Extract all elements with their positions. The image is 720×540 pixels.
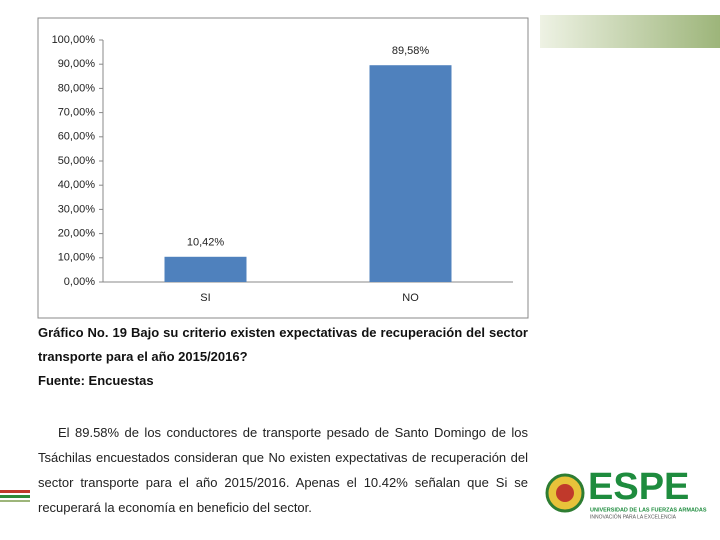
- paragraph: El 89.58% de los conductores de transpor…: [38, 425, 528, 515]
- x-tick-label: NO: [402, 292, 419, 304]
- y-tick-label: 50,00%: [58, 155, 96, 167]
- logo-name: ESPE: [588, 466, 689, 508]
- logo: ESPE UNIVERSIDAD DE LAS FUERZAS ARMADAS …: [545, 466, 707, 520]
- logo-emblem: [556, 484, 574, 502]
- chart: 0,00% 10,00% 20,00% 30,00% 40,00% 50,00% 60,00…: [37, 17, 529, 319]
- y-tick-label: 80,00%: [58, 82, 96, 94]
- logo-line: INNOVACIÓN PARA LA EXCELENCIA: [590, 513, 677, 520]
- y-tick-label: 30,00%: [58, 203, 96, 215]
- y-tick-label: 70,00%: [58, 107, 96, 119]
- chart-frame: [37, 17, 529, 319]
- bar: [369, 65, 452, 282]
- y-tick-label: 40,00%: [58, 179, 96, 191]
- caption-source: Fuente: Encuestas: [38, 373, 154, 388]
- logo-line: UNIVERSIDAD DE LAS FUERZAS ARMADAS: [590, 507, 707, 513]
- bar: [164, 256, 247, 282]
- stripe: [0, 495, 30, 498]
- data-label: 89,58%: [392, 45, 430, 57]
- caption-title: Gráfico No. 19 Bajo su criterio existen …: [38, 325, 528, 364]
- y-tick-label: 60,00%: [58, 131, 96, 143]
- y-tick-label: 100,00%: [52, 34, 96, 46]
- stripe: [0, 490, 30, 493]
- data-label: 10,42%: [187, 237, 225, 249]
- header-band: [540, 15, 720, 48]
- y-tick-label: 90,00%: [58, 58, 96, 70]
- y-tick-label: 20,00%: [58, 228, 96, 240]
- x-tick-label: SI: [200, 292, 210, 304]
- stripe: [0, 500, 30, 502]
- y-tick-label: 10,00%: [58, 252, 96, 264]
- y-tick-label: 0,00%: [64, 276, 95, 288]
